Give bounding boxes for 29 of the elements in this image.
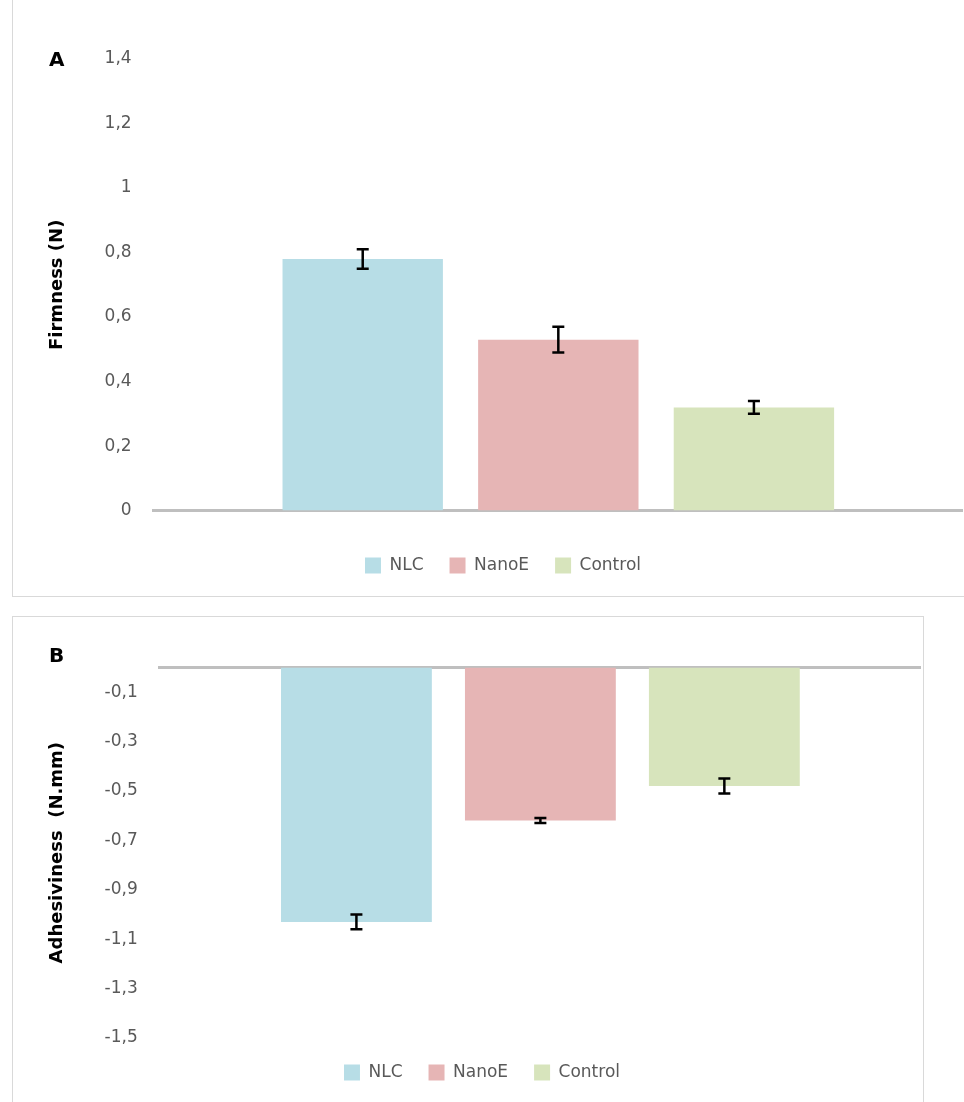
text: A: [49, 47, 65, 71]
y-tick-label: -1,3: [104, 977, 138, 998]
legend-label: NLC: [368, 1060, 403, 1081]
y-tick-label: 0,8: [104, 240, 132, 261]
bar: [673, 407, 835, 511]
y-tick-label: 1,4: [104, 47, 132, 68]
y-axis-title: Adhesiviness (N.mm): [45, 741, 67, 964]
legend-label: Control: [579, 553, 642, 574]
y-tick-label: 0,6: [104, 305, 132, 326]
legend-label: Control: [558, 1060, 621, 1081]
legend-label: NanoE: [453, 1060, 509, 1081]
y-tick-label: -0,3: [104, 729, 138, 750]
y-tick-label: 0,2: [104, 434, 132, 455]
y-tick-label: -0,5: [104, 779, 138, 800]
text: B: [49, 643, 65, 667]
legend-label: NLC: [389, 553, 424, 574]
y-tick-label: -0,7: [104, 828, 138, 849]
bar: [282, 258, 443, 511]
y-tick-label: 1: [120, 176, 132, 197]
y-tick-label: 0: [120, 499, 132, 520]
bar: [478, 339, 639, 511]
legend-label: NanoE: [474, 553, 530, 574]
y-axis-title: Firmness (N): [45, 219, 67, 350]
y-tick-label: 1,2: [104, 111, 132, 132]
y-tick-label: -1,5: [104, 1026, 138, 1047]
y-tick-label: -0,1: [104, 680, 138, 701]
y-tick-label: -1,1: [104, 927, 138, 948]
y-tick-label: 0,4: [104, 369, 132, 390]
y-tick-label: -0,9: [104, 878, 138, 899]
